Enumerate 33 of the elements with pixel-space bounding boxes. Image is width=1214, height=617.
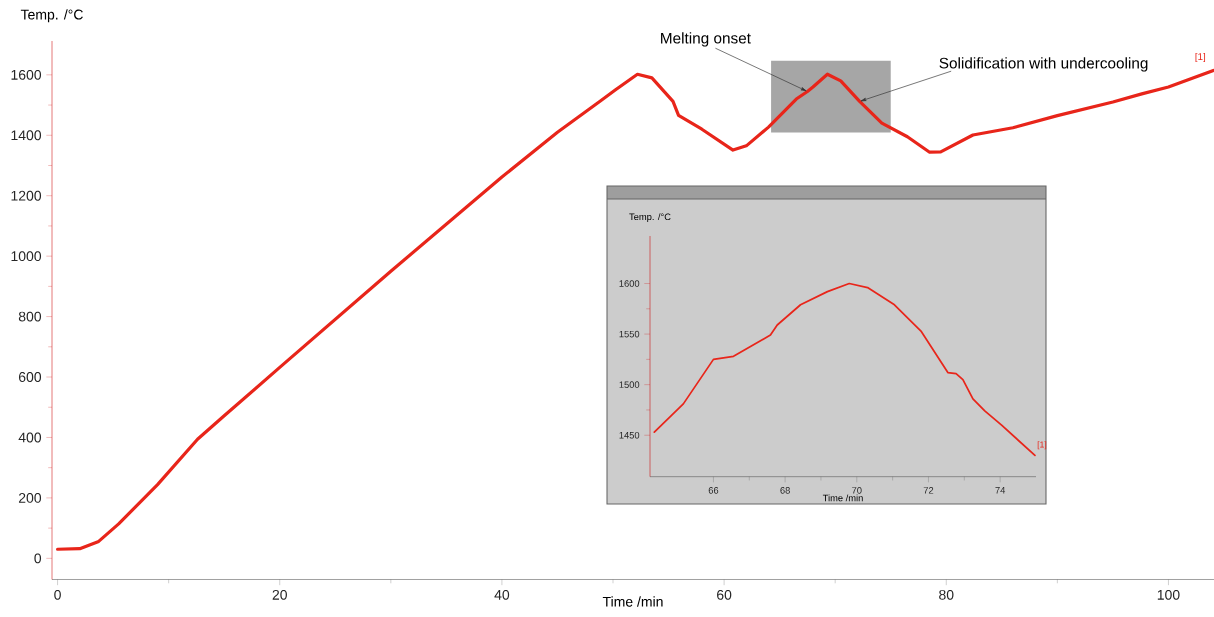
line-series — [653, 282, 1036, 457]
x-tick-label: 60 — [717, 589, 732, 600]
y-tick-label: 1450 — [619, 431, 640, 439]
y-tick-label: 800 — [18, 311, 42, 322]
x-tick-label: 20 — [272, 589, 287, 600]
y-tick-label: 400 — [18, 432, 42, 443]
y-tick-label: 1600 — [11, 69, 42, 80]
y-tick-label: 1400 — [11, 130, 42, 141]
y-tick-label: 1500 — [619, 381, 640, 388]
y-tick-label: 1600 — [619, 280, 640, 287]
y-axis-title: Temp. /°C — [20, 9, 83, 23]
x-tick-label: 70 — [852, 487, 862, 494]
x-tick-label: 68 — [780, 487, 790, 494]
x-tick-label: 0 — [54, 589, 61, 600]
y-tick-label: 1200 — [11, 190, 42, 201]
x-tick-label: 80 — [939, 589, 954, 600]
x-tick-label: 74 — [995, 487, 1006, 494]
annotation: Solidification with undercooling — [939, 57, 1148, 72]
series-label: [1] — [1037, 441, 1047, 450]
y-tick-label: 1000 — [11, 251, 42, 262]
y-tick-label: 600 — [18, 372, 42, 382]
y-tick-label: 0 — [34, 553, 42, 564]
y-tick-label: 1550 — [619, 330, 640, 338]
x-axis-title: Time /min — [602, 596, 663, 607]
x-tick-label: 40 — [494, 589, 510, 600]
x-axis-title: Time /min — [822, 494, 863, 502]
x-tick-label: 66 — [708, 487, 719, 494]
x-tick-label: 72 — [923, 487, 934, 494]
series-label: [1] — [1195, 52, 1206, 63]
y-tick-label: 200 — [18, 492, 42, 503]
y-axis-title: Temp. /°C — [629, 213, 671, 222]
x-tick-label: 100 — [1157, 589, 1180, 600]
annotation: Melting onset — [661, 32, 751, 47]
